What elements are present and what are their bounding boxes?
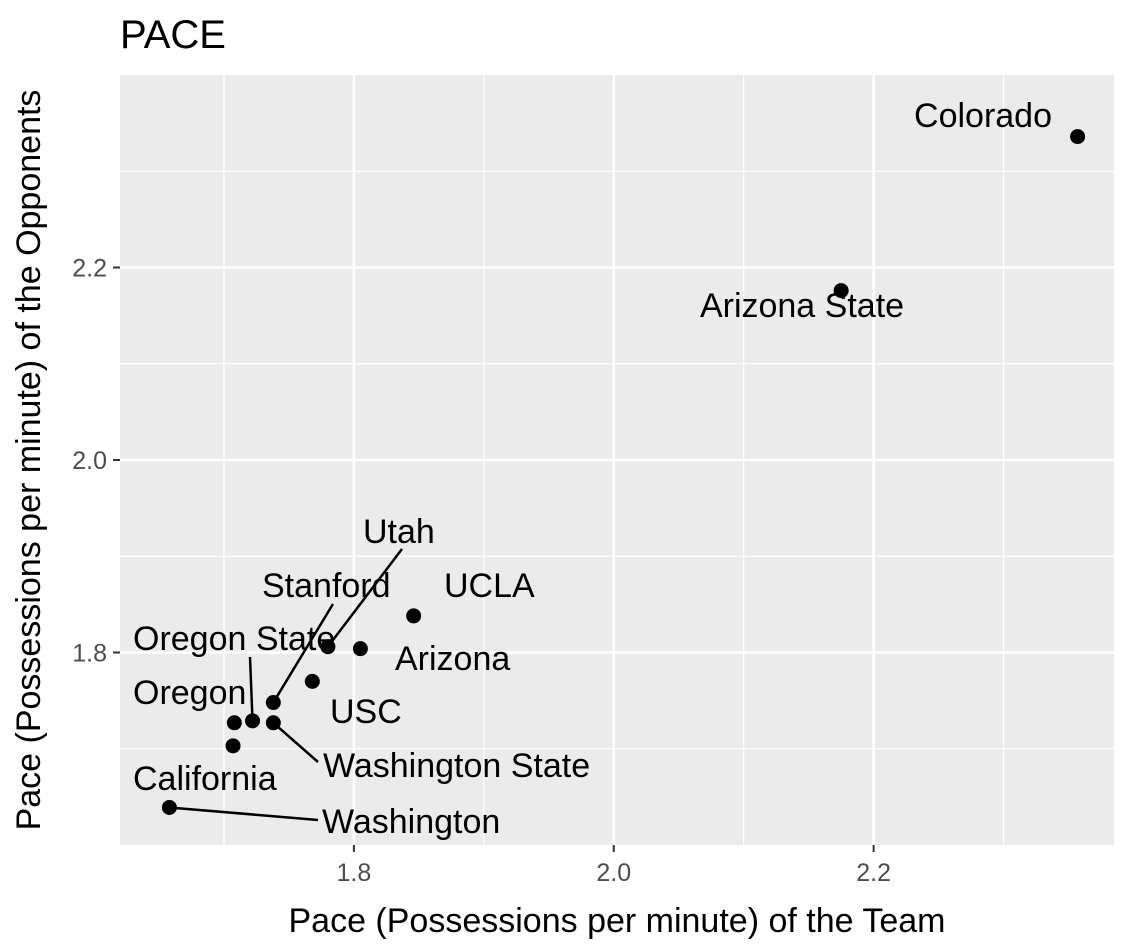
x-tick-label: 2.2 bbox=[856, 859, 891, 887]
x-tick-label: 1.8 bbox=[336, 859, 371, 887]
point-usc bbox=[304, 673, 320, 689]
point-oregon-state bbox=[245, 713, 261, 729]
leader-line-washington bbox=[169, 806, 319, 822]
label-ucla: UCLA bbox=[444, 567, 535, 605]
x-axis-ticks: 1.8 2.0 2.2 bbox=[336, 845, 891, 887]
label-washington: Washington bbox=[322, 803, 500, 841]
leader-line-washington-state bbox=[272, 721, 319, 763]
point-washington bbox=[161, 799, 177, 815]
label-oregon-state: Oregon State bbox=[133, 620, 335, 658]
point-utah bbox=[320, 639, 336, 655]
label-california: California bbox=[133, 760, 277, 798]
y-axis-title: Pace (Possessions per minute) of the Opp… bbox=[10, 90, 48, 831]
point-stanford bbox=[265, 695, 281, 711]
leader-line-utah bbox=[326, 548, 403, 648]
point-arizona bbox=[352, 641, 368, 657]
label-colorado: Colorado bbox=[914, 97, 1052, 135]
label-oregon: Oregon bbox=[133, 674, 246, 712]
point-labels: Colorado Arizona State UCLA Arizona Utah USC S… bbox=[133, 97, 1052, 841]
x-axis-title: Pace (Possessions per minute) of the Tea… bbox=[288, 902, 945, 940]
y-tick-label: 2.0 bbox=[72, 447, 107, 475]
y-tick-label: 2.2 bbox=[72, 255, 107, 283]
y-tick-label: 1.8 bbox=[72, 640, 107, 668]
point-ucla bbox=[406, 608, 422, 624]
point-oregon bbox=[226, 715, 242, 731]
point-colorado bbox=[1070, 129, 1086, 145]
label-utah: Utah bbox=[363, 513, 435, 551]
data-points bbox=[161, 129, 1086, 815]
label-arizona-state: Arizona State bbox=[700, 287, 904, 325]
point-arizona-state bbox=[833, 283, 849, 299]
x-tick-label: 2.0 bbox=[596, 859, 631, 887]
label-stanford: Stanford bbox=[262, 567, 391, 605]
point-washington-state bbox=[265, 715, 281, 731]
major-gridlines bbox=[120, 75, 1114, 845]
leader-line-stanford bbox=[272, 603, 335, 704]
label-arizona: Arizona bbox=[395, 640, 510, 678]
y-axis-ticks: 1.8 2.0 2.2 bbox=[72, 255, 120, 668]
point-california bbox=[225, 738, 241, 754]
chart-title: PACE bbox=[120, 13, 226, 57]
leader-line-oregon-state bbox=[248, 656, 254, 721]
label-washington-state: Washington State bbox=[323, 747, 590, 785]
label-leader-lines bbox=[169, 548, 403, 822]
label-usc: USC bbox=[330, 693, 402, 731]
